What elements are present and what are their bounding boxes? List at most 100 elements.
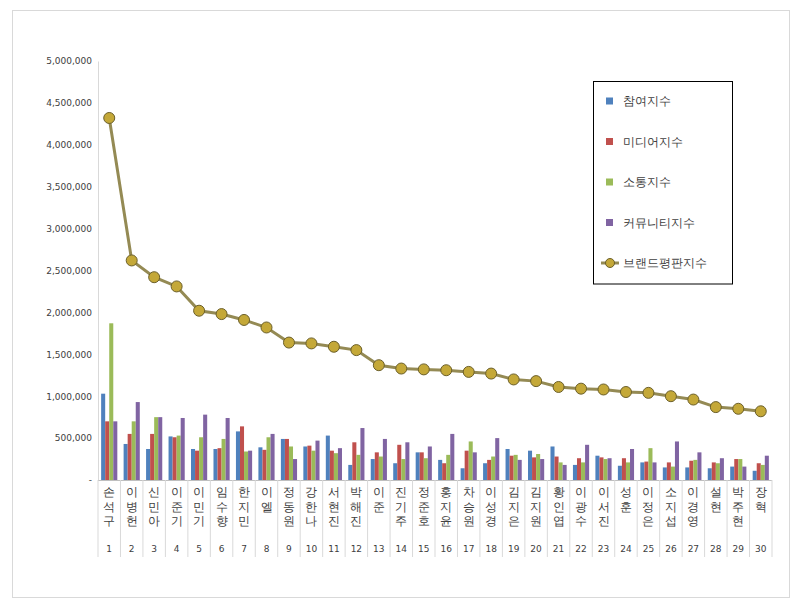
legend-label: 브랜드평판지수 [623,256,707,270]
x-category-number: 27 [688,544,699,554]
x-tick-label: 이준 [373,485,385,514]
x-category-number: 6 [219,544,225,554]
bar [720,458,724,480]
marker [126,255,137,266]
bar [177,436,181,480]
bar [528,451,532,480]
bar [405,442,409,480]
x-tick-label: 이광수 [575,485,587,528]
y-tick-label: 4,500,000 [46,98,92,108]
x-tick-label: 이정은 [642,485,654,528]
x-category-number: 11 [328,544,339,554]
marker [620,387,631,398]
legend: 참여지수미디어지수소통지수커뮤니티지수브랜드평판지수 [594,82,733,285]
category-separator [659,480,660,557]
category-separator [390,480,391,557]
x-category-number: 15 [418,544,429,554]
category-separator [367,480,368,557]
bar [640,462,644,480]
category-separator [98,480,99,557]
chart-svg: -500,0001,000,0001,500,0002,000,0002,500… [0,0,800,609]
bar [109,323,113,480]
marker [373,360,384,371]
x-category-number: 9 [286,544,292,554]
category-separator [547,480,548,557]
bar [442,463,446,480]
bar [685,467,689,480]
x-tick-label: 이엘 [261,485,273,514]
bar [716,463,720,480]
marker [755,406,766,417]
bar [595,456,599,480]
legend-swatch [606,98,613,105]
category-separator [187,480,188,557]
bar [761,465,765,480]
marker [733,403,744,414]
marker [104,112,115,123]
marker [149,272,160,283]
category-separator [345,480,346,557]
y-tick-label: 4,000,000 [46,140,92,150]
bar [540,459,544,480]
bar [630,449,634,480]
x-category-number: 21 [553,544,564,554]
marker [261,322,272,333]
chart-container: -500,0001,000,0001,500,0002,000,0002,500… [0,0,800,609]
bar [495,438,499,480]
bar [236,431,240,480]
bar [393,463,397,480]
bar [222,439,226,480]
bar [689,461,693,480]
marker [216,309,227,320]
marker [643,387,654,398]
marker [283,337,294,348]
bar [536,454,540,480]
bar [438,460,442,480]
bar [326,436,330,480]
y-tick-label: 1,500,000 [46,350,92,360]
y-tick: 1,000,000 [46,392,98,402]
bar [262,450,266,480]
bar [416,452,420,480]
y-tick: 2,500,000 [46,266,98,276]
x-category-number: 25 [643,544,654,554]
bar [491,457,495,480]
x-axis: 손석구이병헌신민아이준기이민기임수향한지민이엘정동원강한나서현진박해진이준진기주… [98,480,772,557]
bar-series [101,394,757,480]
legend-label: 미디어지수 [623,135,683,149]
marker [306,338,317,349]
bar [397,445,401,480]
bar [375,452,379,480]
category-separator [232,480,233,557]
bar [693,460,697,480]
category-separator [682,480,683,557]
bar [113,421,117,480]
bar [218,448,222,480]
category-separator [300,480,301,557]
bar [581,462,585,480]
y-tick-label: 3,500,000 [46,182,92,192]
bar [563,465,567,480]
y-axis-line [98,62,99,481]
category-separator [637,480,638,557]
y-tick: 4,500,000 [46,98,98,108]
y-tick-label: - [89,475,92,485]
legend-swatch [606,179,613,186]
bar [420,452,424,480]
legend-label: 커뮤니티지수 [623,216,695,230]
bar [753,471,757,480]
x-tick-label: 박주현 [732,485,744,528]
bar [757,463,761,480]
x-category-number: 3 [151,544,157,554]
bar [506,449,510,480]
y-tick: 500,000 [55,433,98,443]
bar [446,455,450,480]
bar [248,451,252,480]
marker [396,363,407,374]
bar [146,449,150,480]
bar [303,446,307,480]
legend-label: 참여지수 [623,94,671,108]
x-tick-label: 손석구 [103,485,115,528]
legend-label: 소통지수 [623,175,671,189]
x-category-number: 8 [264,544,270,554]
